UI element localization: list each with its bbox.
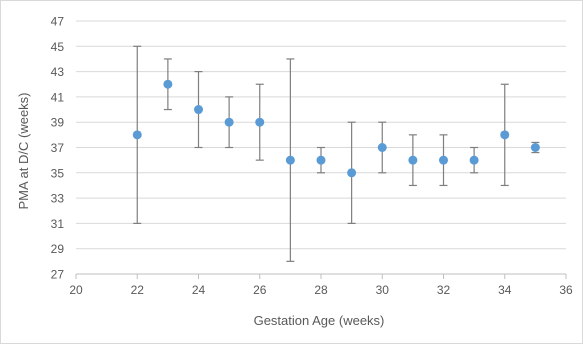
tick-labels: 27 29 31 33 35 37 39 41 43 45 47 20 22 24 26 28 30 32 34 36 xyxy=(51,15,573,298)
data-point xyxy=(132,130,142,140)
x-tick-label: 26 xyxy=(253,283,267,297)
y-tick-label: 45 xyxy=(51,40,65,54)
data-point xyxy=(224,117,234,127)
x-tick-label: 20 xyxy=(69,283,83,297)
y-tick-label: 37 xyxy=(51,141,65,155)
data-point xyxy=(255,117,265,127)
y-axis-title: PMA at D/C (weeks) xyxy=(16,92,31,209)
y-tick-label: 29 xyxy=(51,242,65,256)
y-tick-label: 31 xyxy=(51,217,65,231)
y-tick-label: 27 xyxy=(51,268,65,282)
x-tick-label: 34 xyxy=(498,283,512,297)
data-point xyxy=(347,168,357,178)
y-tick-label: 47 xyxy=(51,15,65,29)
error-bars xyxy=(133,45,540,262)
x-tick-label: 30 xyxy=(376,283,390,297)
data-points xyxy=(132,79,540,178)
y-tick-label: 33 xyxy=(51,192,65,206)
y-tick-label: 43 xyxy=(51,65,65,79)
data-point xyxy=(163,79,173,89)
data-point xyxy=(285,155,295,165)
data-point xyxy=(500,130,510,140)
data-point xyxy=(408,155,418,165)
axes xyxy=(75,273,567,279)
gridlines xyxy=(76,20,566,250)
y-tick-label: 39 xyxy=(51,116,65,130)
y-tick-label: 35 xyxy=(51,166,65,180)
data-point xyxy=(316,155,326,165)
y-tick-label: 41 xyxy=(51,90,65,104)
data-point xyxy=(469,155,479,165)
data-point xyxy=(377,143,387,152)
data-point xyxy=(194,105,203,115)
scatter-chart: 27 29 31 33 35 37 39 41 43 45 47 20 22 24 26 28 30 32 34 36… xyxy=(16,15,573,329)
x-tick-label: 32 xyxy=(437,283,451,297)
x-tick-label: 36 xyxy=(559,283,573,297)
x-tick-label: 24 xyxy=(192,283,206,297)
data-point xyxy=(530,143,540,152)
data-point xyxy=(439,155,448,165)
x-axis-title: Gestation Age (weeks) xyxy=(254,313,385,328)
x-tick-label: 22 xyxy=(131,283,145,297)
x-tick-label: 28 xyxy=(314,283,328,297)
